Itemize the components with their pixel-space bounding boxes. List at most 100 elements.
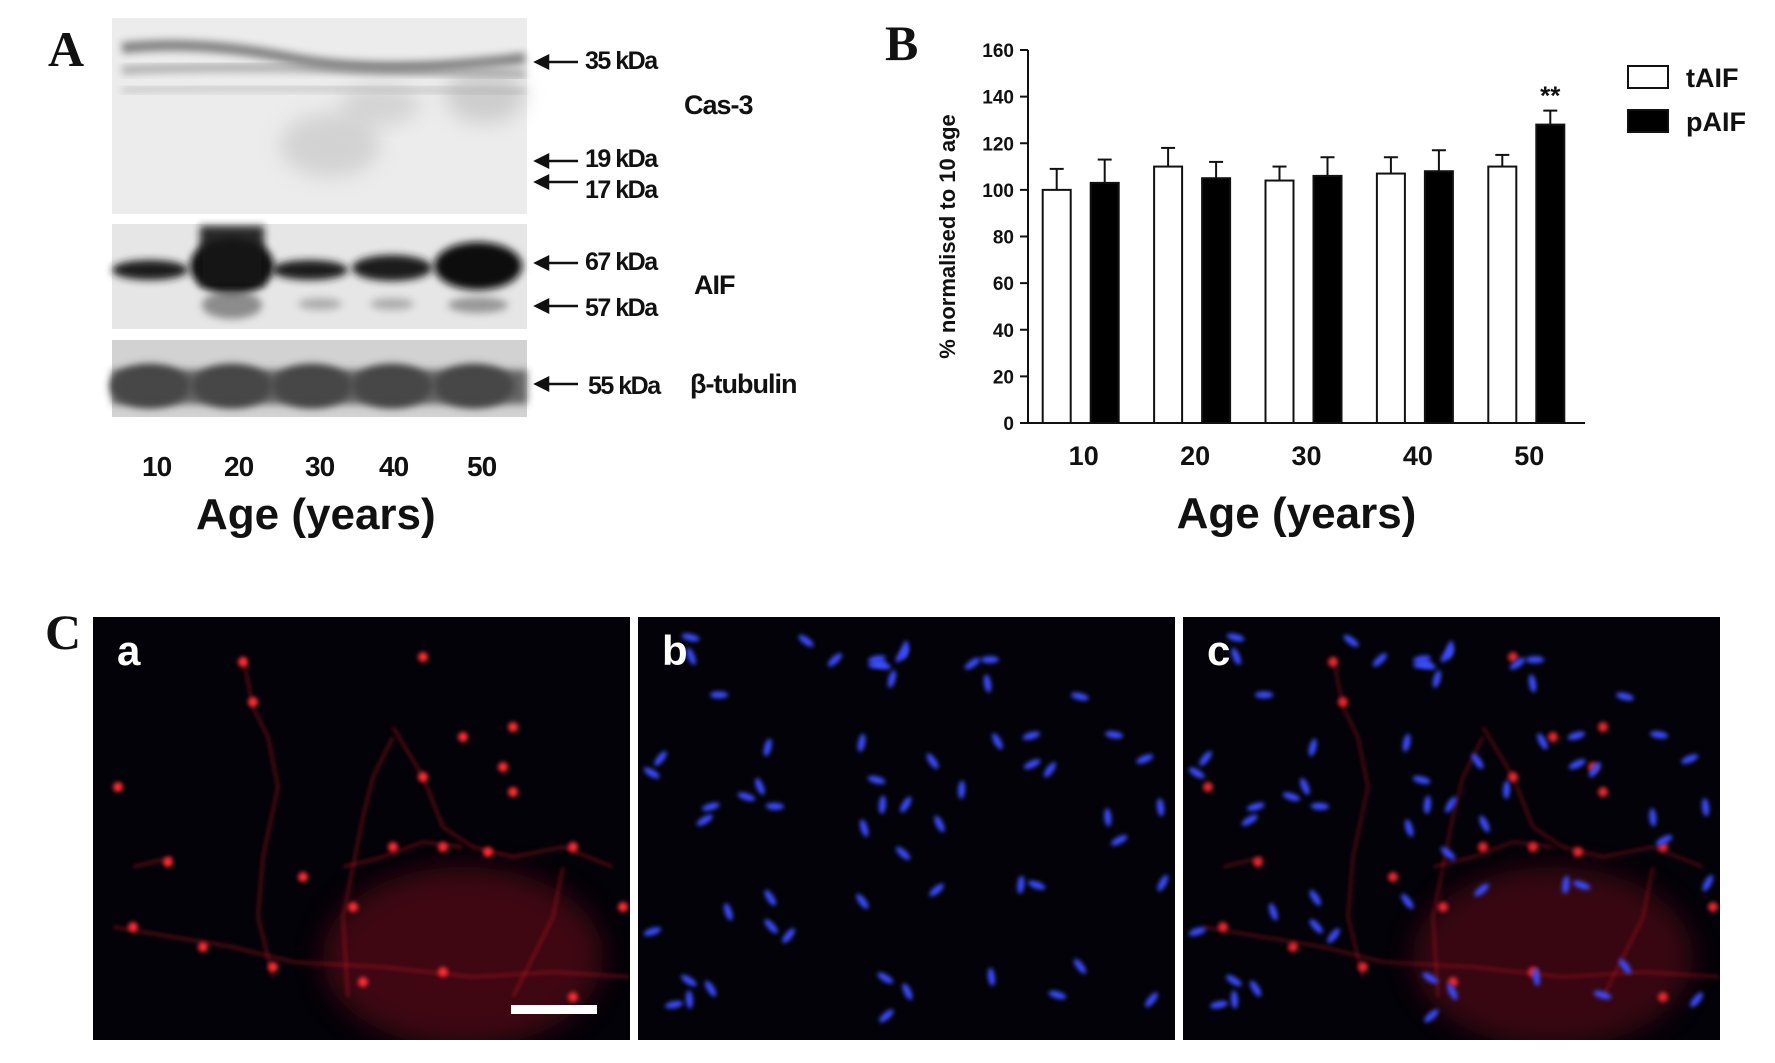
blue-nucleus	[782, 928, 795, 943]
red-spot	[1253, 857, 1263, 867]
protein-label-tubulin: β-tubulin	[690, 369, 797, 399]
aif-blot	[112, 224, 527, 329]
blue-nucleus	[895, 846, 911, 860]
blue-nucleus	[1573, 880, 1591, 890]
blue-nucleus	[929, 883, 944, 897]
panel-b-letter: B	[885, 15, 919, 71]
blue-nucleus	[1650, 731, 1668, 739]
blue-nucleus	[1503, 780, 1511, 799]
blue-nucleus	[1432, 670, 1442, 688]
red-spot	[438, 967, 448, 977]
subpanel-label-c: c	[1207, 627, 1231, 674]
blue-nucleus	[1249, 980, 1262, 997]
micrograph-c: c	[1183, 617, 1720, 1040]
blue-nucleus	[868, 661, 887, 669]
blue-nucleus	[681, 633, 700, 642]
blue-nucleus	[895, 647, 909, 663]
marker-label-67kda: 67 kDa	[585, 248, 658, 276]
red-spot	[113, 782, 123, 792]
bar-pAIF	[1423, 170, 1454, 424]
blue-nucleus	[1474, 883, 1489, 897]
blue-nucleus	[1588, 762, 1601, 778]
blue-nucleus	[1268, 903, 1278, 921]
blue-nucleus	[685, 990, 693, 1009]
bar-tAIF	[1264, 179, 1295, 424]
blue-nucleus	[1199, 751, 1212, 766]
blue-nucleus	[987, 967, 996, 986]
blue-nucleus	[1105, 731, 1123, 739]
blue-nucleus	[1309, 919, 1323, 934]
significance-annotation: **	[1540, 81, 1561, 111]
red-spot	[1288, 942, 1298, 952]
blue-nucleus	[765, 802, 784, 810]
blue-nucleus	[1048, 990, 1067, 1000]
blue-nucleus	[934, 815, 945, 833]
red-spot	[1528, 842, 1538, 852]
y-tick-label: 0	[1003, 414, 1014, 435]
y-axis-title: % normalised to 10 age	[935, 114, 960, 359]
red-spot	[1598, 787, 1608, 797]
blue-nucleus	[1681, 754, 1699, 764]
blue-nucleus	[681, 974, 697, 987]
bar-tAIF	[1375, 172, 1406, 424]
blue-nucleus	[1022, 731, 1041, 740]
blue-nucleus	[1111, 834, 1128, 846]
tubulin-blot	[110, 340, 527, 417]
red-spot	[508, 722, 518, 732]
blue-nucleus	[1567, 731, 1586, 740]
blue-nucleus	[764, 919, 778, 934]
x-axis-title: Age (years)	[1177, 489, 1417, 538]
blue-nucleus	[643, 927, 662, 936]
red-spot	[418, 772, 428, 782]
blue-nucleus	[696, 814, 713, 826]
blue-nucleus	[1156, 798, 1165, 817]
bar-tAIF	[1153, 165, 1184, 424]
red-spot	[198, 942, 208, 952]
bar-pAIF	[1089, 181, 1120, 424]
red-spot	[388, 842, 398, 852]
blue-nucleus	[1702, 874, 1714, 892]
marker-arrows	[533, 53, 578, 393]
blue-nucleus	[1145, 992, 1158, 1008]
legend-label-tAIF: tAIF	[1686, 63, 1738, 93]
blue-nucleus	[983, 674, 992, 693]
blue-nucleus	[859, 819, 869, 837]
blue-nucleus	[1593, 990, 1612, 1000]
red-spot	[568, 842, 578, 852]
blue-nucleus	[1028, 880, 1046, 890]
bar-chart: 0 20 40 60 80 100 120 140 160 % normalised to 10 …	[935, 41, 1746, 538]
blue-nucleus	[1308, 738, 1317, 757]
blue-nucleus	[1528, 674, 1537, 693]
blue-nucleus	[710, 691, 729, 699]
x-tick-label: 40	[1403, 441, 1433, 471]
y-tick-label: 80	[993, 228, 1014, 249]
blue-nucleus	[643, 767, 660, 779]
red-spot	[1203, 782, 1213, 792]
red-spot	[238, 657, 248, 667]
blue-nucleus	[1310, 802, 1329, 810]
blue-nucleus	[1300, 778, 1310, 795]
y-tick-label: 60	[993, 274, 1014, 295]
blue-nucleus	[1440, 846, 1456, 860]
scale-bar	[511, 1005, 597, 1014]
red-membrane	[1601, 866, 1655, 998]
cas3-blot	[112, 18, 527, 214]
lane-label: 20	[224, 451, 254, 482]
blue-nucleus	[654, 751, 667, 766]
red-spot	[568, 992, 578, 1002]
blue-nucleus	[1327, 928, 1340, 943]
x-tick-label: 30	[1291, 441, 1321, 471]
red-spot	[1338, 697, 1348, 707]
legend-swatch-pAIF	[1627, 109, 1669, 133]
panel-a-letter: A	[48, 21, 85, 77]
y-tick-label: 40	[993, 321, 1014, 342]
blue-nucleus	[1413, 655, 1431, 663]
blue-nucleus	[1226, 974, 1242, 987]
blue-nucleus	[856, 893, 869, 909]
blue-nucleus	[1690, 992, 1703, 1008]
red-spot	[418, 652, 428, 662]
blue-nucleus	[1247, 802, 1265, 811]
red-spot	[1218, 922, 1228, 932]
blue-nucleus	[980, 656, 999, 664]
blue-nucleus	[1043, 762, 1056, 778]
